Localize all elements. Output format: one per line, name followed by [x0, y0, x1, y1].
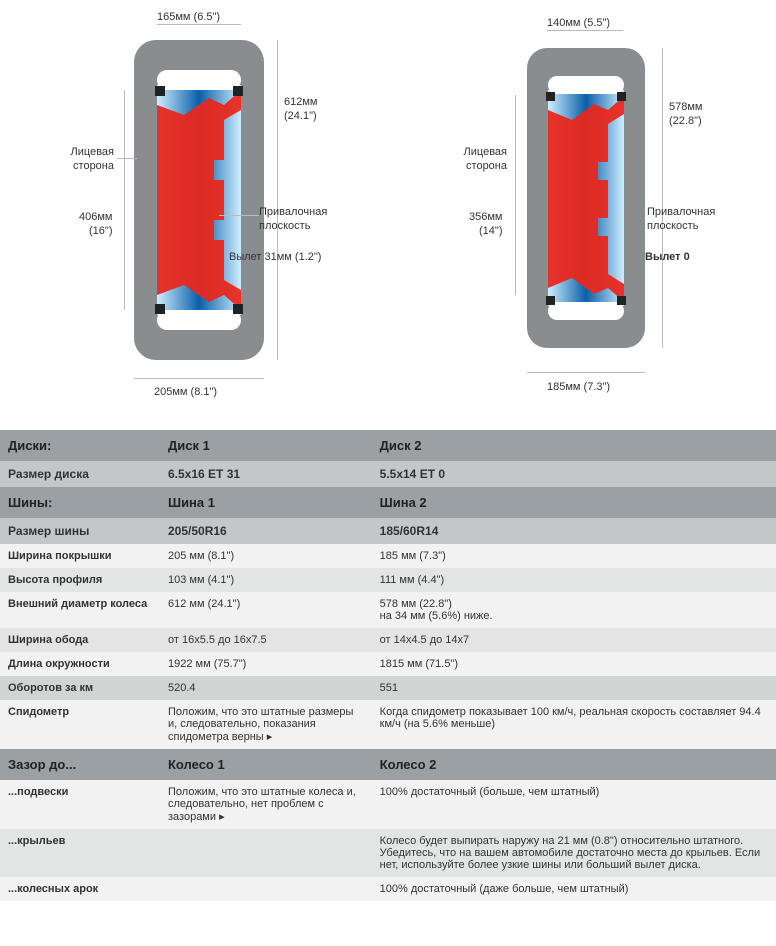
offset-right: Вылет 0: [645, 250, 690, 264]
row-value: 578 мм (22.8") на 34 мм (5.6%) ниже.: [372, 592, 776, 628]
row-value: Когда спидометр показывает 100 км/ч, реа…: [372, 700, 776, 749]
diagrams-area: 165мм (6.5") 612мм (24.1") Лицевая сторо…: [0, 0, 776, 430]
table-row: Диски:Диск 1Диск 2: [0, 430, 776, 461]
row-value: Положим, что это штатные колеса и, следо…: [160, 780, 372, 829]
row-value: 103 мм (4.1"): [160, 568, 372, 592]
row-label: Шины:: [0, 487, 160, 518]
face-side-right: Лицевая сторона: [437, 145, 507, 174]
row-value: 6.5x16 ET 31: [160, 461, 372, 487]
table-row: Размер шины205/50R16185/60R14: [0, 518, 776, 544]
table-row: Размер диска6.5x16 ET 315.5x14 ET 0: [0, 461, 776, 487]
row-value: 520.4: [160, 676, 372, 700]
mating-plane-right: Привалочная плоскость: [647, 205, 715, 234]
row-value: 205/50R16: [160, 518, 372, 544]
row-value: Колесо будет выпирать наружу на 21 мм (0…: [372, 829, 776, 877]
row-value: 100% достаточный (больше, чем штатный): [372, 780, 776, 829]
table-row: Высота профиля103 мм (4.1")111 мм (4.4"): [0, 568, 776, 592]
row-value: [160, 877, 372, 901]
table-row: Внешний диаметр колеса612 мм (24.1")578 …: [0, 592, 776, 628]
row-label: Размер диска: [0, 461, 160, 487]
row-label: Длина окружности: [0, 652, 160, 676]
dim-rim-width-right: 140мм (5.5"): [547, 16, 610, 30]
row-label: Ширина обода: [0, 628, 160, 652]
row-value: Шина 1: [160, 487, 372, 518]
row-label: Зазор до...: [0, 749, 160, 780]
wheel-left: 165мм (6.5") 612мм (24.1") Лицевая сторо…: [9, 10, 379, 410]
row-label: Оборотов за км: [0, 676, 160, 700]
row-value: 1922 мм (75.7"): [160, 652, 372, 676]
row-value: 612 мм (24.1"): [160, 592, 372, 628]
row-value: 100% достаточный (даже больше, чем штатн…: [372, 877, 776, 901]
dim-outer-diam-left: 612мм (24.1"): [284, 95, 317, 124]
face-side-left: Лицевая сторона: [44, 145, 114, 174]
row-value: 1815 мм (71.5"): [372, 652, 776, 676]
row-label: Спидометр: [0, 700, 160, 749]
row-label: Внешний диаметр колеса: [0, 592, 160, 628]
row-label: ...крыльев: [0, 829, 160, 877]
table-row: ...крыльев Колесо будет выпирать наружу н…: [0, 829, 776, 877]
row-value: Шина 2: [372, 487, 776, 518]
row-value: 205 мм (8.1"): [160, 544, 372, 568]
dim-tire-width-right: 185мм (7.3"): [547, 380, 610, 394]
offset-left: Вылет 31мм (1.2"): [229, 250, 321, 264]
table-row: Длина окружности1922 мм (75.7")1815 мм (…: [0, 652, 776, 676]
row-value: Диск 2: [372, 430, 776, 461]
row-value: 111 мм (4.4"): [372, 568, 776, 592]
row-value: от 14x4.5 до 14x7: [372, 628, 776, 652]
table-row: Зазор до...Колесо 1Колесо 2: [0, 749, 776, 780]
dim-tire-width-left: 205мм (8.1"): [154, 385, 217, 399]
row-value: 551: [372, 676, 776, 700]
table-row: ...колесных арок 100% достаточный (даже б…: [0, 877, 776, 901]
row-label: ...колесных арок: [0, 877, 160, 901]
dim-rim-diam-right: 356мм (14"): [469, 210, 502, 239]
row-value: 5.5x14 ET 0: [372, 461, 776, 487]
table-row: ...подвескиПоложим, что это штатные коле…: [0, 780, 776, 829]
table-row: СпидометрПоложим, что это штатные размер…: [0, 700, 776, 749]
row-label: ...подвески: [0, 780, 160, 829]
table-row: Оборотов за км520.4551: [0, 676, 776, 700]
mating-plane-left: Привалочная плоскость: [259, 205, 327, 234]
row-value: Колесо 1: [160, 749, 372, 780]
table-row: Ширина покрышки205 мм (8.1")185 мм (7.3"…: [0, 544, 776, 568]
wheel-right-svg: [522, 40, 652, 360]
row-value: от 16x5.5 до 16x7.5: [160, 628, 372, 652]
row-value: Диск 1: [160, 430, 372, 461]
row-label: Размер шины: [0, 518, 160, 544]
wheel-left-svg: [129, 30, 269, 370]
row-value: Положим, что это штатные размеры и, след…: [160, 700, 372, 749]
row-value: 185/60R14: [372, 518, 776, 544]
row-label: Высота профиля: [0, 568, 160, 592]
row-value: 185 мм (7.3"): [372, 544, 776, 568]
row-label: Ширина покрышки: [0, 544, 160, 568]
row-label: Диски:: [0, 430, 160, 461]
table-row: Шины:Шина 1Шина 2: [0, 487, 776, 518]
comparison-table: Диски:Диск 1Диск 2Размер диска6.5x16 ET …: [0, 430, 776, 901]
row-value: [160, 829, 372, 877]
dim-outer-diam-right: 578мм (22.8"): [669, 100, 702, 129]
row-value: Колесо 2: [372, 749, 776, 780]
table-row: Ширина ободаот 16x5.5 до 16x7.5от 14x4.5…: [0, 628, 776, 652]
dim-rim-diam-left: 406мм (16"): [79, 210, 112, 239]
dim-rim-width-left: 165мм (6.5"): [157, 10, 220, 24]
wheel-right: 140мм (5.5") 578мм (22.8") Лицевая сторо…: [397, 10, 767, 410]
